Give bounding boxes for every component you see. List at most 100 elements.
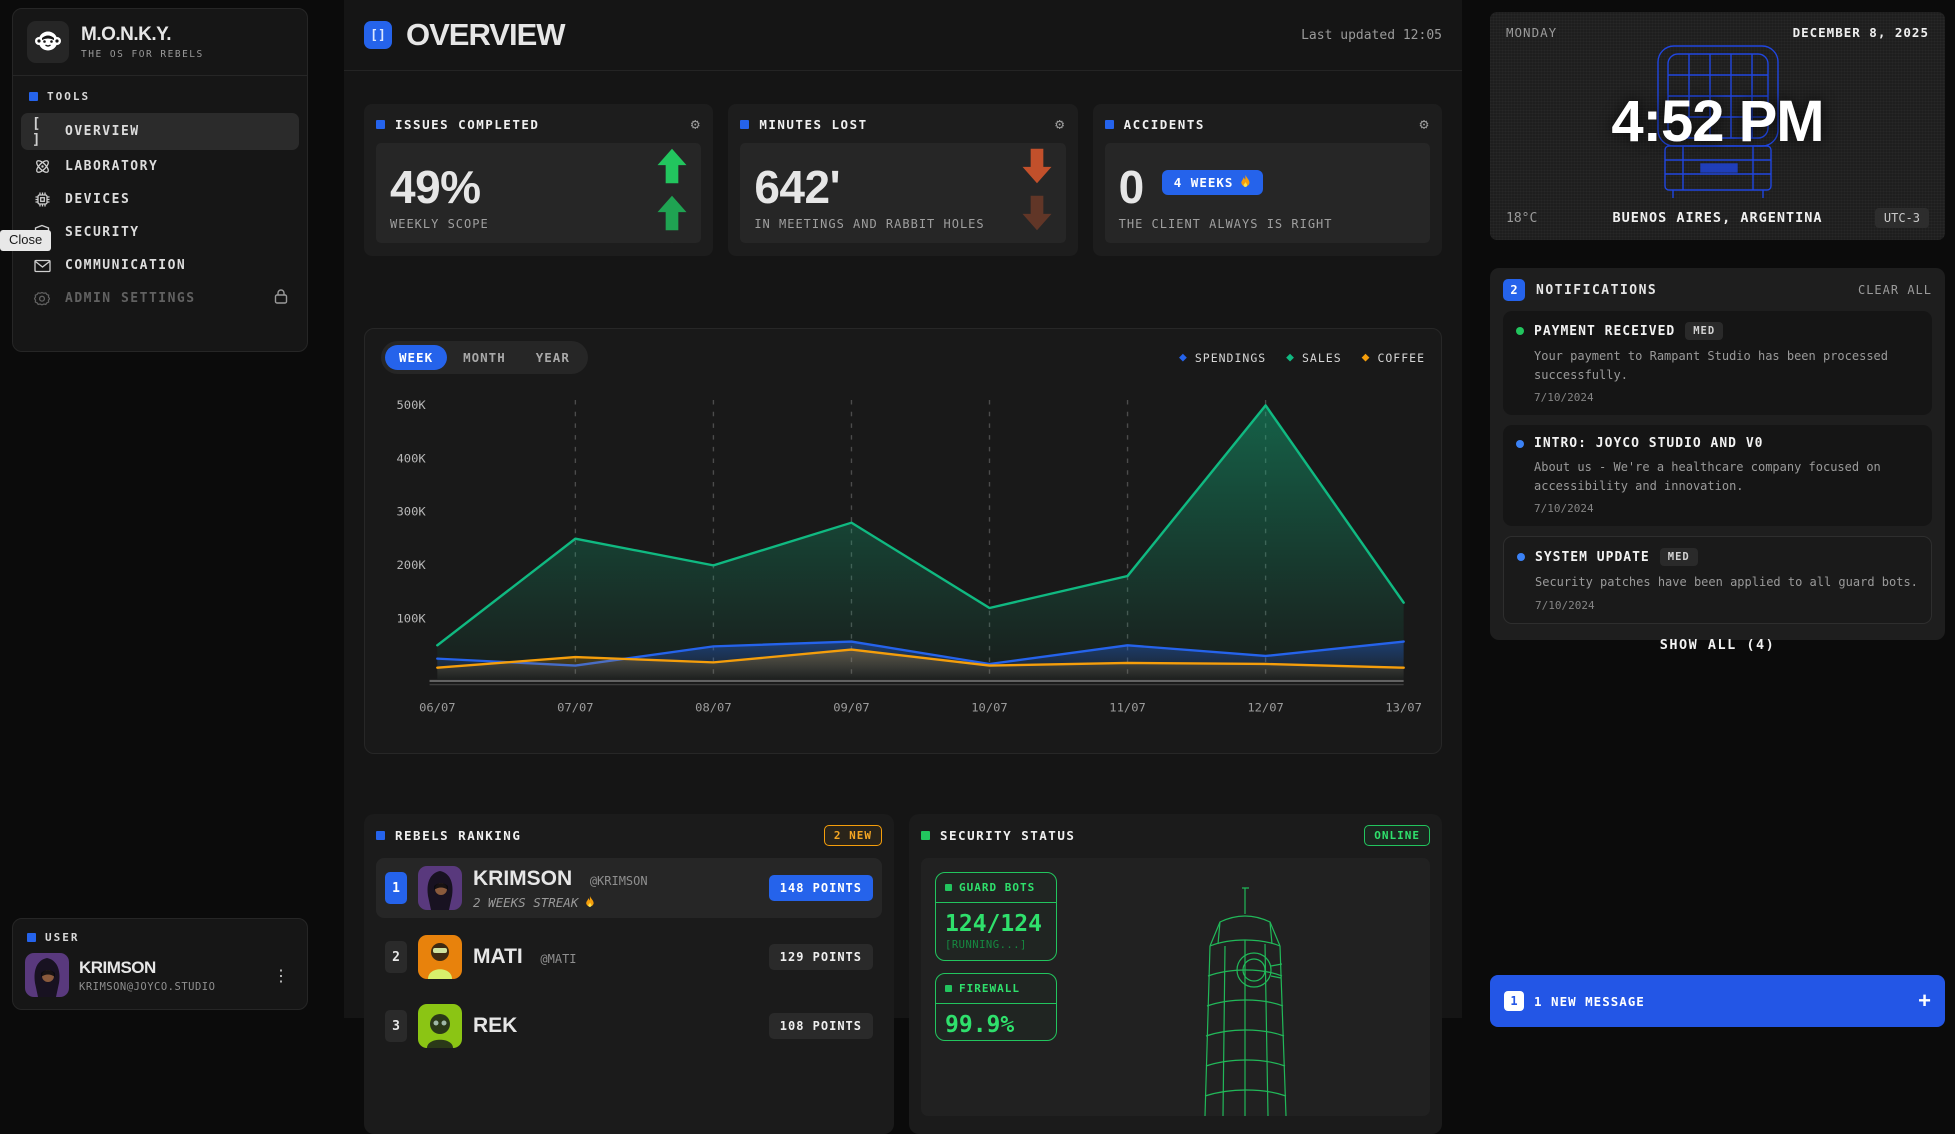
gear-icon[interactable]: ⚙ [690, 115, 702, 133]
computer-wireframe [1490, 34, 1945, 210]
sidebar: M.O.N.K.Y. THE OS FOR REBELS TOOLS [ ] O… [12, 8, 308, 352]
rebels-ranking-card: REBELS RANKING 2 NEW 1 KRIMS [364, 814, 894, 1134]
clear-all-button[interactable]: CLEAR ALL [1857, 283, 1932, 297]
stat-value: 0 [1118, 161, 1145, 213]
stat-card-issues: ISSUES COMPLETED ⚙ 49% WEEKLY SCOPE [364, 104, 714, 256]
trend-down-icons [1020, 147, 1054, 232]
tab-month[interactable]: MONTH [463, 350, 506, 365]
sidebar-item-admin-settings[interactable]: ADMIN SETTINGS [21, 282, 299, 315]
sidebar-item-devices[interactable]: DEVICES [21, 183, 299, 216]
notification-item-2[interactable]: INTRO: JOYCO STUDIO AND V0 About us - We… [1503, 425, 1932, 527]
user-row[interactable]: KRIMSON KRIMSON@JOYCO.STUDIO ⋮ [25, 953, 295, 997]
show-all-button[interactable]: SHOW ALL (4) [1659, 636, 1776, 653]
rebel-name: KRIMSON [473, 866, 573, 890]
notification-item-1[interactable]: PAYMENT RECEIVED MED Your payment to Ram… [1503, 311, 1932, 416]
sidebar-item-laboratory[interactable]: LABORATORY [21, 150, 299, 183]
firewall-value: 99.9% [945, 1012, 1015, 1038]
stat-subtitle: IN MEETINGS AND RABBIT HOLES [754, 217, 985, 232]
priority-badge: MED [1685, 322, 1724, 340]
tools-section-label: TOOLS [13, 76, 307, 111]
ranking-row-3[interactable]: 3 REK 108 POINTS [376, 996, 882, 1056]
notifications-title: NOTIFICATIONS [1536, 282, 1658, 298]
svg-text:13/07: 13/07 [1385, 701, 1421, 714]
status-dot [1516, 439, 1524, 448]
bottom-row: REBELS RANKING 2 NEW 1 KRIMS [364, 814, 1442, 1134]
notification-date: 7/10/2024 [1534, 502, 1594, 516]
main-header: [] OVERVIEW Last updated 12:05 [344, 0, 1462, 71]
gear-icon [32, 291, 52, 307]
area-chart: 100K 200K 300K 400K 500K 06/07 07/07 08/07 09/07… [396, 398, 1421, 714]
stats-row: ISSUES COMPLETED ⚙ 49% WEEKLY SCOPE MINU… [364, 104, 1442, 256]
svg-text:12/07: 12/07 [1247, 701, 1283, 714]
kebab-menu-icon[interactable]: ⋮ [273, 965, 289, 985]
section-square [376, 831, 385, 840]
mail-icon [32, 259, 52, 273]
tab-week[interactable]: WEEK [385, 345, 448, 370]
stat-value: 642' [754, 161, 841, 213]
diamond-icon: ◆ [1361, 350, 1371, 365]
chip-icon [32, 191, 52, 208]
chart-range-tabs: WEEK MONTH YEAR [381, 341, 588, 374]
rebel-streak: 2 WEEKS STREAK [473, 895, 648, 910]
atom-icon [32, 158, 52, 175]
new-message-bar[interactable]: 1 1 NEW MESSAGE + [1490, 975, 1945, 1027]
last-updated: Last updated 12:05 [1301, 27, 1442, 43]
sidebar-item-overview[interactable]: [ ] OVERVIEW [21, 113, 299, 150]
section-square [29, 92, 38, 101]
overview-icon: [] [364, 21, 392, 49]
rebel-handle: @KRIMSON [589, 873, 648, 888]
notification-body: About us - We're a healthcare company fo… [1534, 460, 1881, 493]
avatar [418, 866, 462, 910]
new-badge: 2 NEW [823, 825, 882, 846]
notification-count-badge: 2 [1503, 279, 1525, 301]
notification-item-3[interactable]: SYSTEM UPDATE MED Security patches have … [1503, 536, 1932, 624]
notification-date: 7/10/2024 [1535, 598, 1595, 612]
rebel-name: REK [473, 1014, 518, 1037]
section-square [740, 119, 750, 129]
sidebar-item-communication[interactable]: COMMUNICATION [21, 249, 299, 282]
ranking-list: 1 KRIMSON @KRIMSON [376, 858, 882, 1056]
app-subtitle: THE OS FOR REBELS [81, 49, 204, 60]
message-label: 1 NEW MESSAGE [1534, 993, 1645, 1009]
svg-text:07/07: 07/07 [557, 701, 593, 714]
tab-year[interactable]: YEAR [535, 350, 570, 365]
avatar [418, 1004, 462, 1048]
clock-date: DECEMBER 8, 2025 [1792, 25, 1929, 40]
points-badge: 129 POINTS [768, 944, 873, 970]
security-body: GUARD BOTS 124/124 [RUNNING...] FIREWALL… [921, 858, 1430, 1116]
user-avatar [25, 953, 69, 997]
notification-body: Your payment to Rampant Studio has been … [1534, 349, 1889, 382]
user-section-label: USER [27, 931, 293, 944]
guard-bots-value: 124/124 [945, 911, 1042, 937]
clock-time: 4:52 PM [1611, 89, 1824, 154]
online-badge: ONLINE [1364, 825, 1430, 846]
svg-text:08/07: 08/07 [695, 701, 731, 714]
stat-card-accidents: ACCIDENTS ⚙ 0 4 WEEKS THE CLIENT ALWAYS … [1092, 104, 1442, 256]
points-badge: 108 POINTS [768, 1013, 873, 1039]
clock-day: MONDAY [1506, 25, 1558, 40]
ranking-row-1[interactable]: 1 KRIMSON @KRIMSON [376, 858, 882, 918]
legend-sales: ◆ SALES [1286, 350, 1342, 365]
user-card: USER KRIMSON KRIMSON@JOYCO.STUDIO ⋮ [12, 918, 308, 1010]
notification-body: Security patches have been applied to al… [1535, 575, 1918, 590]
section-square [27, 933, 36, 942]
brackets-icon: [ ] [32, 115, 42, 148]
close-tooltip: Close [0, 230, 52, 251]
green-square [945, 884, 952, 891]
svg-text:11/07: 11/07 [1109, 701, 1145, 714]
svg-text:09/07: 09/07 [833, 701, 869, 714]
svg-text:200K: 200K [396, 558, 425, 571]
sidebar-divider [13, 75, 307, 76]
streak-badge: 4 WEEKS [1161, 169, 1264, 195]
user-email: KRIMSON@JOYCO.STUDIO [79, 980, 216, 993]
plus-icon[interactable]: + [1918, 988, 1931, 1013]
sidebar-item-security[interactable]: SECURITY [21, 216, 299, 249]
ranking-row-2[interactable]: 2 MATI @MATI 129 POINTS [376, 927, 882, 987]
location: BUENOS AIRES, ARGENTINA [1612, 210, 1823, 226]
legend-spendings: ◆ SPENDINGS [1179, 350, 1267, 365]
gear-icon[interactable]: ⚙ [1055, 115, 1066, 133]
main-panel: [] OVERVIEW Last updated 12:05 ISSUES CO… [344, 0, 1462, 1134]
svg-text:10/07: 10/07 [971, 701, 1007, 714]
chart-legend: ◆ SPENDINGS ◆ SALES ◆ COFFEE [1179, 350, 1425, 365]
gear-icon[interactable]: ⚙ [1419, 115, 1430, 133]
